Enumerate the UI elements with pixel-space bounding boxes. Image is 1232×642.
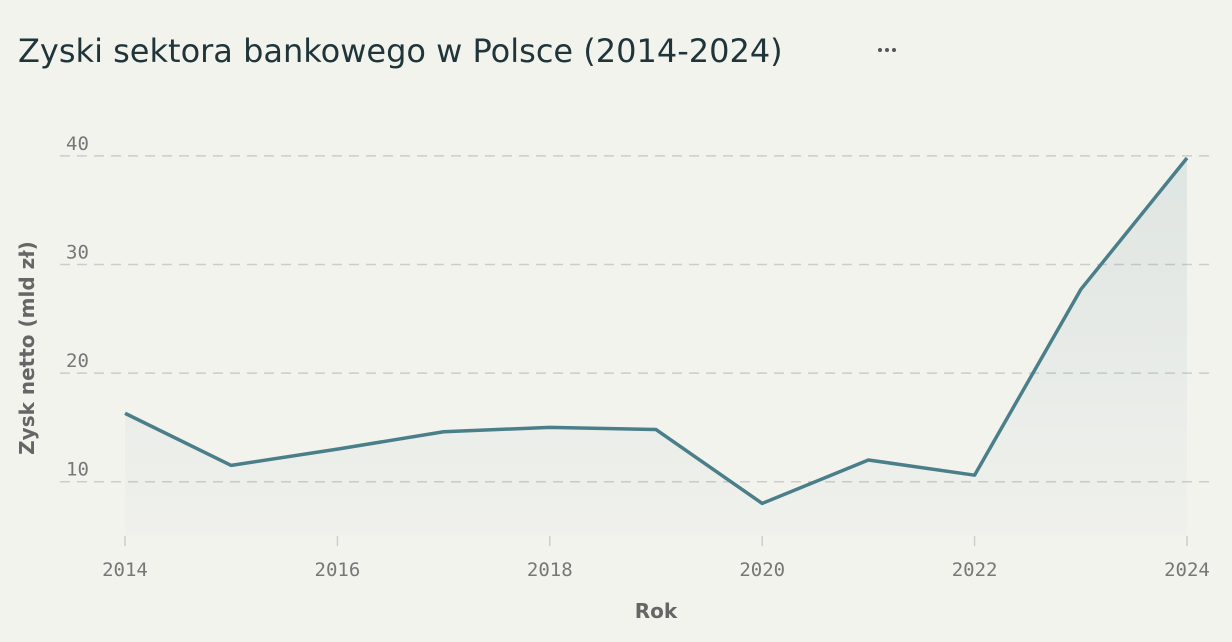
line xyxy=(124,156,1189,506)
menu-button[interactable] xyxy=(878,48,896,52)
x-tick-label: 2018 xyxy=(527,559,573,581)
y-tick-label: 20 xyxy=(66,350,89,372)
x-tick-label: 2014 xyxy=(102,559,148,581)
x-tick-label: 2016 xyxy=(315,559,361,581)
y-tick-label: 30 xyxy=(66,241,89,263)
area xyxy=(125,158,1187,537)
y-tick-label: 40 xyxy=(66,133,89,155)
chart-title: Zyski sektora bankowego w Polsce (2014-2… xyxy=(18,32,783,70)
y-tick-label: 10 xyxy=(66,459,89,481)
y-axis-label: Zysk netto (mld zł) xyxy=(15,241,39,455)
x-axis-label: Rok xyxy=(635,599,678,623)
x-tick-label: 2020 xyxy=(739,559,785,581)
x-tick-label: 2022 xyxy=(952,559,998,581)
x-tick-label: 2024 xyxy=(1164,559,1210,581)
